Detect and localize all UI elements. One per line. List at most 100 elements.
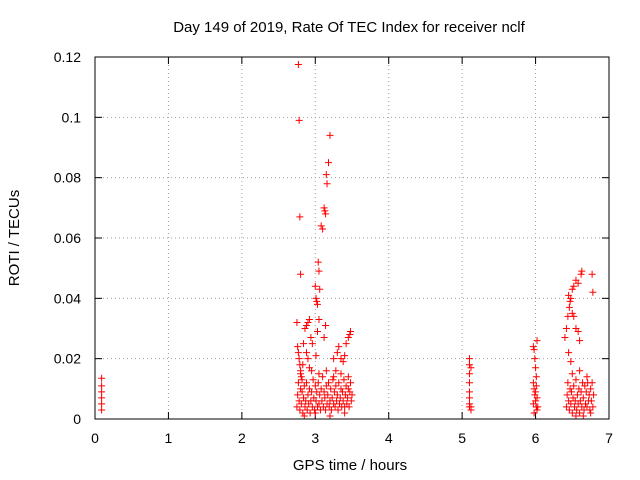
data-point	[347, 379, 355, 387]
y-axis-label: ROTI / TECUs	[6, 190, 23, 286]
data-point	[330, 355, 338, 363]
data-point	[576, 367, 584, 375]
data-point	[574, 328, 582, 336]
data-point	[532, 382, 540, 390]
data-point	[568, 370, 576, 378]
data-point	[297, 385, 305, 393]
data-point	[98, 388, 106, 396]
data-point	[533, 337, 541, 345]
data-point	[567, 358, 575, 366]
data-point	[294, 343, 302, 351]
data-point	[335, 379, 343, 387]
data-point	[298, 388, 306, 396]
x-tick-label: 3	[311, 430, 319, 446]
data-point	[578, 267, 586, 275]
data-point	[293, 318, 301, 326]
data-point	[320, 388, 328, 396]
data-point	[296, 406, 304, 414]
data-point	[564, 312, 572, 320]
data-point	[304, 355, 312, 363]
x-tick-label: 4	[385, 430, 393, 446]
data-point	[564, 379, 572, 387]
data-point	[300, 412, 308, 420]
data-point	[330, 373, 338, 381]
data-point	[339, 397, 347, 405]
data-point	[346, 331, 354, 339]
data-point	[313, 297, 321, 305]
data-point	[568, 285, 576, 293]
data-point	[589, 288, 597, 296]
data-point	[530, 409, 538, 417]
data-point	[529, 379, 537, 387]
data-point	[98, 382, 106, 390]
data-point	[588, 270, 596, 278]
data-point	[572, 376, 580, 384]
data-point	[565, 291, 573, 299]
data-point	[296, 213, 304, 221]
data-point	[322, 406, 330, 414]
data-point	[467, 403, 475, 411]
x-tick-label: 6	[532, 430, 540, 446]
data-point	[344, 394, 352, 402]
y-tick-label: 0.02	[54, 351, 81, 367]
data-point	[336, 394, 344, 402]
data-point	[587, 385, 595, 393]
data-point	[328, 394, 336, 402]
data-point	[580, 406, 588, 414]
data-point	[316, 285, 324, 293]
data-point	[338, 388, 346, 396]
data-point	[311, 382, 319, 390]
data-point	[314, 379, 322, 387]
data-point	[342, 340, 350, 348]
data-point	[322, 321, 330, 329]
data-point	[563, 391, 571, 399]
data-point	[308, 367, 316, 375]
data-point	[317, 222, 325, 230]
data-point	[340, 376, 348, 384]
data-point	[583, 403, 591, 411]
x-tick-label: 0	[91, 430, 99, 446]
plot-frame	[94, 56, 610, 420]
data-point	[566, 385, 574, 393]
data-point	[344, 385, 352, 393]
data-point	[325, 159, 333, 167]
data-point	[333, 397, 341, 405]
data-point	[589, 403, 597, 411]
data-point	[307, 334, 315, 342]
data-point	[312, 352, 320, 360]
data-point	[315, 267, 323, 275]
data-point	[530, 346, 538, 354]
data-point	[321, 207, 329, 215]
data-point	[465, 355, 473, 363]
data-point	[532, 373, 540, 381]
data-point	[341, 352, 349, 360]
x-tick-label: 2	[238, 430, 246, 446]
data-point	[311, 282, 319, 290]
data-point	[582, 400, 590, 408]
y-tick-label: 0.06	[54, 230, 81, 246]
data-point	[313, 403, 321, 411]
data-point	[588, 379, 596, 387]
data-point	[467, 364, 475, 372]
data-point	[98, 406, 106, 414]
data-point	[313, 328, 321, 336]
data-point	[300, 340, 308, 348]
y-tick-label: 0	[73, 411, 81, 427]
data-point	[562, 325, 570, 332]
data-point	[333, 349, 341, 357]
data-point	[309, 376, 317, 384]
data-point	[322, 367, 330, 375]
data-point	[565, 349, 573, 357]
data-point	[294, 391, 302, 399]
data-point	[98, 374, 106, 382]
data-point	[319, 225, 327, 233]
x-tick-label: 5	[458, 430, 466, 446]
data-point	[465, 370, 473, 378]
data-point	[347, 328, 355, 336]
data-point	[565, 303, 573, 311]
data-point	[295, 116, 303, 124]
y-tick-label: 0.04	[54, 290, 81, 306]
data-point	[294, 61, 302, 69]
data-point	[317, 385, 325, 393]
